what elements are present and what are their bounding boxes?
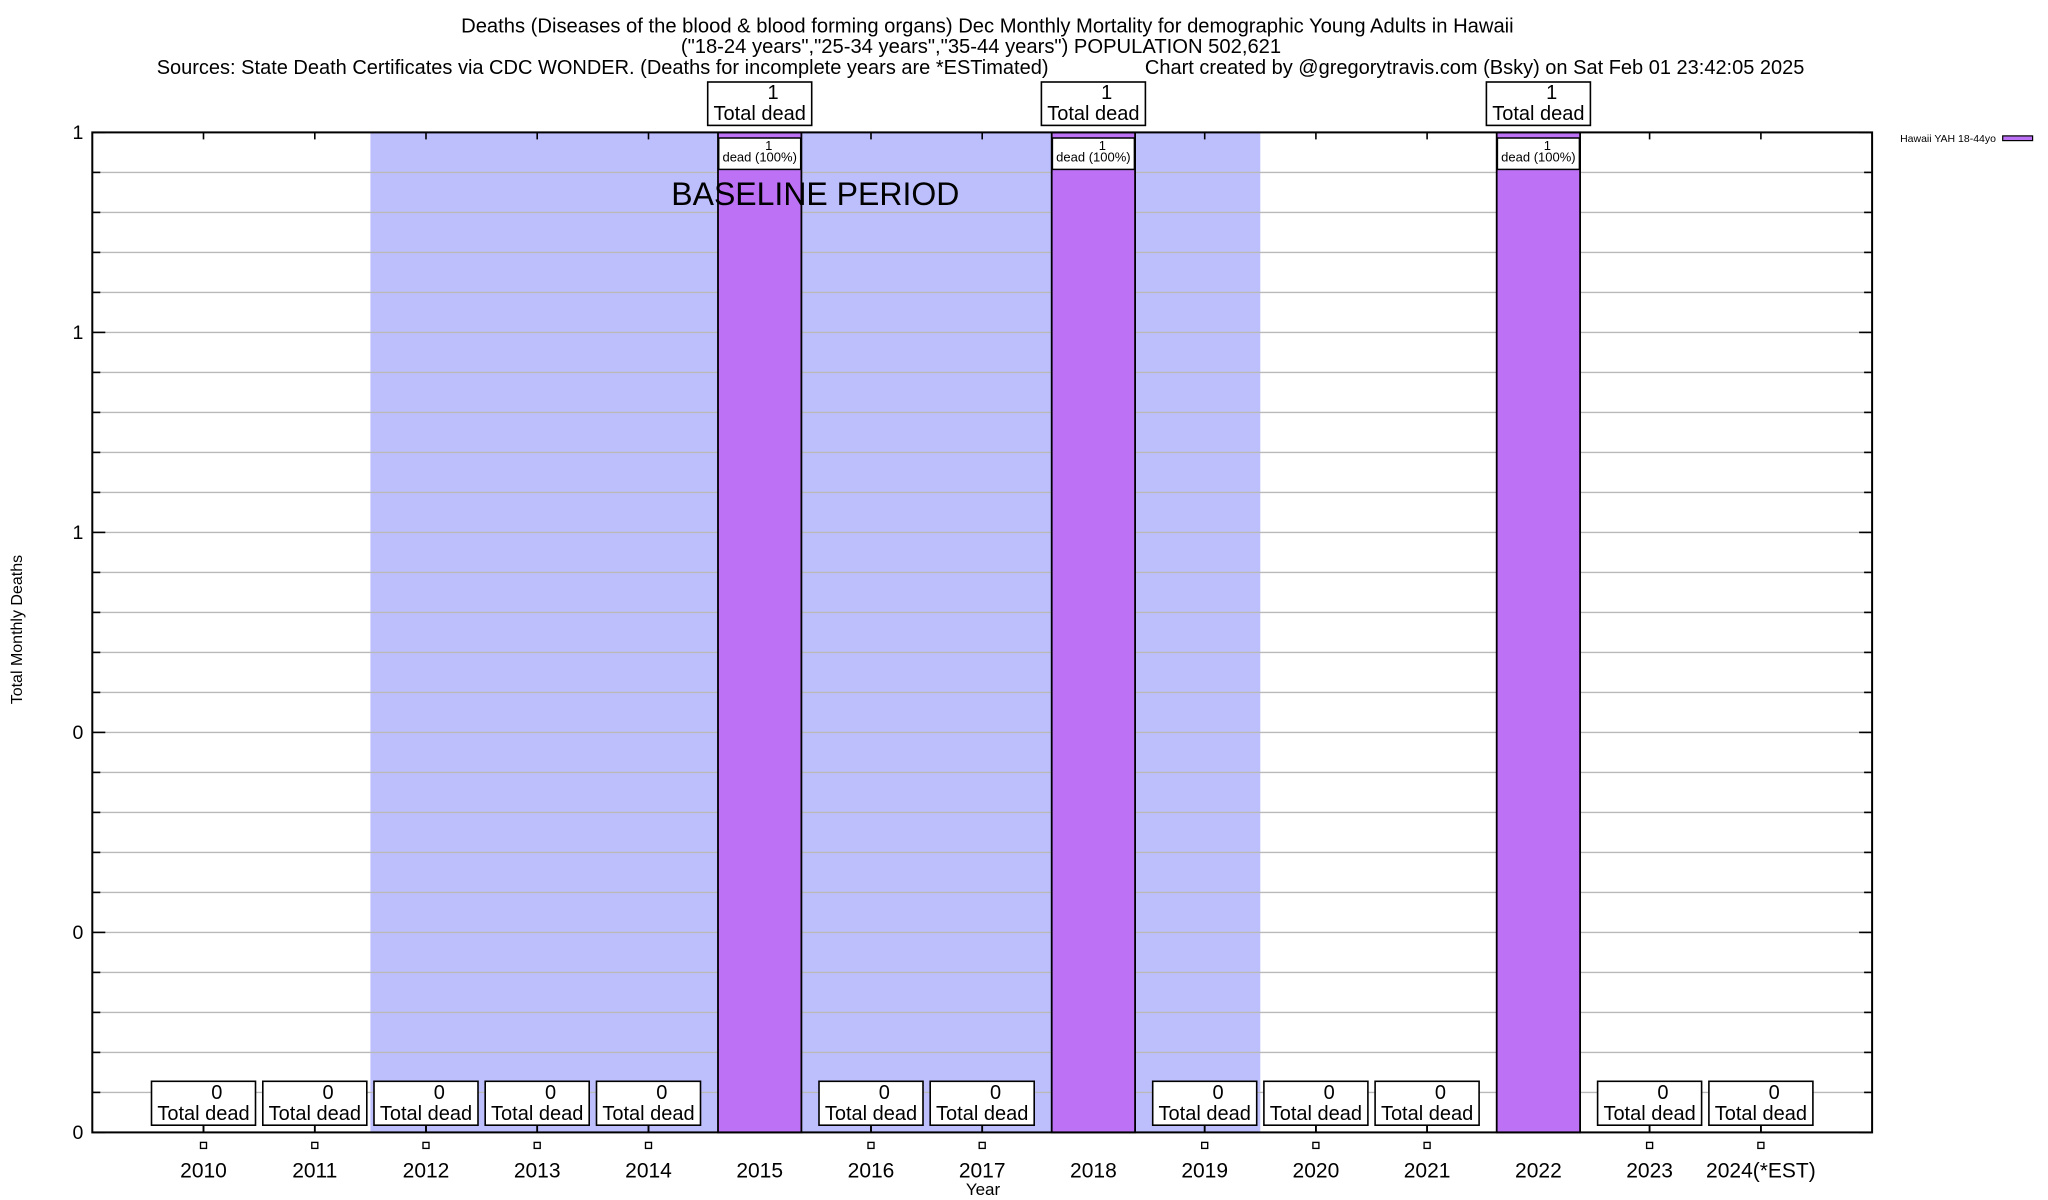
svg-text:("18-24 years","25-34 years",": ("18-24 years","25-34 years","35-44 year… xyxy=(681,36,1281,58)
svg-text:2020: 2020 xyxy=(1293,1160,1340,1183)
svg-text:2024(*EST): 2024(*EST) xyxy=(1706,1160,1816,1183)
svg-text:0: 0 xyxy=(1769,1082,1780,1104)
svg-text:Year: Year xyxy=(966,1180,1001,1199)
svg-text:2016: 2016 xyxy=(848,1160,895,1183)
svg-text:2011: 2011 xyxy=(292,1160,337,1183)
svg-text:Chart created by @gregorytravi: Chart created by @gregorytravis.com (Bsk… xyxy=(1145,57,1805,79)
svg-text:0: 0 xyxy=(434,1082,445,1104)
svg-text:Total Monthly Deaths: Total Monthly Deaths xyxy=(9,555,26,704)
svg-text:Total dead: Total dead xyxy=(380,1103,472,1125)
svg-text:1: 1 xyxy=(767,82,778,104)
svg-text:dead (100%): dead (100%) xyxy=(722,150,796,165)
svg-text:1: 1 xyxy=(1101,82,1112,104)
svg-text:0: 0 xyxy=(656,1082,667,1104)
svg-text:2013: 2013 xyxy=(514,1160,561,1183)
svg-text:2022: 2022 xyxy=(1515,1160,1562,1183)
svg-text:dead (100%): dead (100%) xyxy=(1501,150,1575,165)
svg-text:Total dead: Total dead xyxy=(1381,1103,1473,1125)
svg-text:Total dead: Total dead xyxy=(1603,1103,1695,1125)
svg-text:0: 0 xyxy=(1435,1082,1446,1104)
svg-text:Total dead: Total dead xyxy=(1270,1103,1362,1125)
svg-text:Total dead: Total dead xyxy=(936,1103,1028,1125)
svg-text:2010: 2010 xyxy=(180,1160,227,1183)
svg-text:0: 0 xyxy=(72,1122,83,1144)
svg-text:dead (100%): dead (100%) xyxy=(1056,150,1130,165)
svg-text:BASELINE PERIOD: BASELINE PERIOD xyxy=(671,176,959,212)
svg-text:0: 0 xyxy=(1212,1082,1223,1104)
svg-text:1: 1 xyxy=(1099,138,1106,153)
svg-text:2018: 2018 xyxy=(1070,1160,1117,1183)
svg-text:1: 1 xyxy=(72,322,83,344)
svg-text:1: 1 xyxy=(1544,138,1551,153)
svg-text:0: 0 xyxy=(323,1082,334,1104)
svg-text:2021: 2021 xyxy=(1404,1160,1451,1183)
svg-text:0: 0 xyxy=(211,1082,222,1104)
svg-text:Total dead: Total dead xyxy=(491,1103,583,1125)
svg-text:0: 0 xyxy=(72,722,83,744)
svg-text:Total dead: Total dead xyxy=(714,103,806,125)
svg-text:2012: 2012 xyxy=(403,1160,450,1183)
svg-text:Total dead: Total dead xyxy=(269,1103,361,1125)
svg-text:Total dead: Total dead xyxy=(1715,1103,1807,1125)
svg-text:0: 0 xyxy=(545,1082,556,1104)
svg-text:1: 1 xyxy=(72,522,83,544)
svg-text:Total dead: Total dead xyxy=(825,1103,917,1125)
svg-text:0: 0 xyxy=(990,1082,1001,1104)
svg-text:0: 0 xyxy=(72,922,83,944)
svg-text:Total dead: Total dead xyxy=(157,1103,249,1125)
svg-text:2015: 2015 xyxy=(736,1160,783,1183)
svg-text:2019: 2019 xyxy=(1181,1160,1228,1183)
svg-text:Total dead: Total dead xyxy=(1159,1103,1251,1125)
svg-text:1: 1 xyxy=(1546,82,1557,104)
svg-text:2023: 2023 xyxy=(1626,1160,1673,1183)
svg-text:Total dead: Total dead xyxy=(1492,103,1584,125)
svg-text:Hawaii YAH 18-44yo: Hawaii YAH 18-44yo xyxy=(1900,133,1996,145)
svg-text:2017: 2017 xyxy=(959,1160,1006,1183)
svg-text:Deaths (Diseases of the blood: Deaths (Diseases of the blood & blood fo… xyxy=(461,16,1514,38)
svg-text:0: 0 xyxy=(1324,1082,1335,1104)
svg-text:2014: 2014 xyxy=(625,1160,672,1183)
svg-text:1: 1 xyxy=(72,122,83,144)
svg-text:1: 1 xyxy=(765,138,772,153)
svg-text:Sources: State Death Certifica: Sources: State Death Certificates via CD… xyxy=(157,57,1049,79)
svg-text:Total dead: Total dead xyxy=(602,1103,694,1125)
svg-text:0: 0 xyxy=(1657,1082,1668,1104)
svg-text:0: 0 xyxy=(879,1082,890,1104)
svg-text:Total dead: Total dead xyxy=(1047,103,1139,125)
